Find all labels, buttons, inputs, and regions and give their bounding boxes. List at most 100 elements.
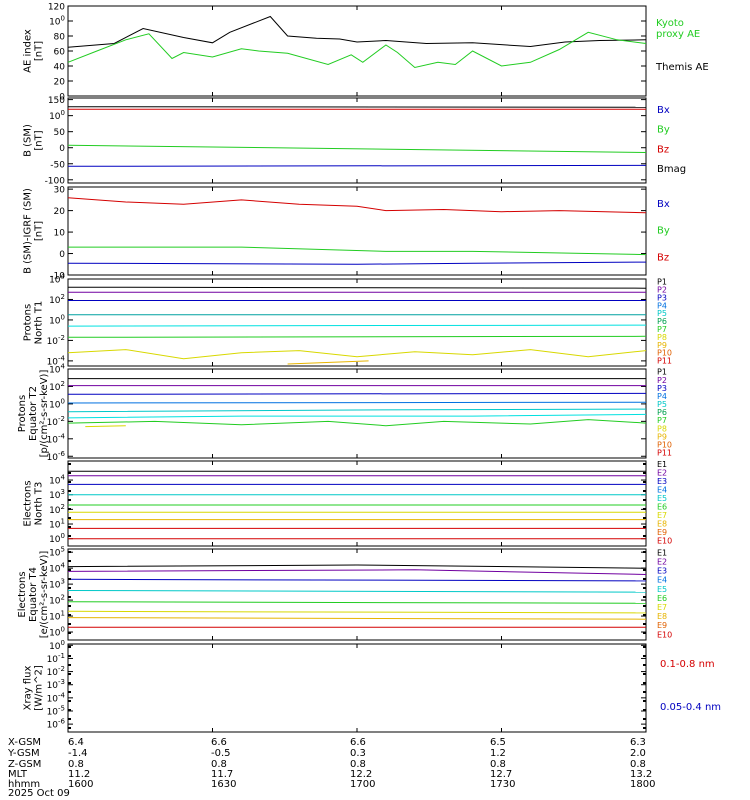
legend-entry: E4 <box>657 485 667 494</box>
legend-entry: E7 <box>657 603 667 612</box>
series-line-kyoto-proxy-ae <box>67 31 647 69</box>
series-line-p7 <box>67 419 647 427</box>
y-tick-label: 100 <box>49 109 65 122</box>
y-tick-label: 100 <box>49 397 65 410</box>
y-axis-label: Electrons <box>23 480 34 526</box>
legend-entry: E9 <box>657 528 667 537</box>
legend-entry: P2 <box>657 285 667 294</box>
legend-entry: E3 <box>657 477 667 486</box>
legend-entry: P9 <box>657 341 667 350</box>
legend-entry: E4 <box>657 576 667 585</box>
y-axis-label: [nT] <box>34 221 45 241</box>
y-tick-label: 102 <box>49 380 65 393</box>
legend-entry: 0.05-0.4 nm <box>660 702 721 713</box>
series-line-bmag <box>67 106 647 108</box>
series-line-p6 <box>67 413 647 419</box>
series-line-themis-ae <box>67 15 647 48</box>
y-axis-label: Protons <box>17 395 28 432</box>
legend-entry: E2 <box>657 557 667 566</box>
y-tick-label: 0 <box>59 144 65 154</box>
legend-entry: P2 <box>657 376 667 385</box>
y-axis-label: [W/m^2] <box>34 665 45 711</box>
y-tick-label: 10-1 <box>47 652 65 665</box>
legend-entry: E10 <box>657 536 672 545</box>
series-line-p1 <box>67 286 647 289</box>
legend-entry: E10 <box>657 630 672 639</box>
legend-entry: E7 <box>657 511 667 520</box>
series-line-p4 <box>67 401 647 404</box>
series-line-p7 <box>67 335 647 338</box>
series-line-e7 <box>67 617 647 620</box>
legend-entry: E5 <box>657 585 667 594</box>
legend-entry: Themis AE <box>655 62 709 73</box>
series-line-e4 <box>67 590 647 593</box>
y-tick-label: -100 <box>45 176 66 186</box>
plot-frame <box>67 548 647 641</box>
plot-frame <box>67 186 647 276</box>
y-axis-label: Protons <box>23 304 34 341</box>
y-tick-label: -10 <box>50 272 65 282</box>
y-axis-label: Equator T4 <box>28 567 39 622</box>
legend-entry: Bmag <box>657 164 686 175</box>
y-tick-label: 100 <box>49 626 65 639</box>
plot-frame <box>67 97 647 184</box>
y-tick-label: 10 <box>54 229 66 239</box>
legend-entry: E1 <box>657 548 667 557</box>
series-line-p5 <box>67 408 647 413</box>
legend-entry: P11 <box>657 357 672 366</box>
legend-entry: P10 <box>657 440 672 449</box>
series-line-p8 <box>85 425 126 428</box>
legend-entry: Kyoto <box>656 18 684 29</box>
series-line-e5 <box>67 601 647 604</box>
legend-entry: P1 <box>657 278 667 287</box>
panel-bigrf: -10 0 10 20 30 B (SM)-IGRF (SM) [nT] Bx By Bz <box>23 186 670 282</box>
legend-entry: E2 <box>657 468 667 477</box>
legend-entry: proxy AE <box>656 29 700 40</box>
y-tick-label: 102 <box>49 503 65 516</box>
series-line-bx <box>67 261 647 265</box>
legend-entry: E3 <box>657 567 667 576</box>
legend-entry: E1 <box>657 460 667 469</box>
y-tick-label: 101 <box>49 518 65 531</box>
panel-electrons-t4: 100 101 102 103 104 105 Electrons Equator T4 [e/… <box>17 546 672 641</box>
legend-entry: P3 <box>657 293 667 302</box>
series-line-e3 <box>67 578 647 582</box>
y-tick-label: -50 <box>50 160 65 170</box>
legend-entry: P4 <box>657 392 667 401</box>
y-tick-label: 103 <box>49 488 65 501</box>
y-tick-label: 100 <box>49 532 65 545</box>
legend-entry: E5 <box>657 494 667 503</box>
y-axis-label: Electrons <box>17 571 28 617</box>
y-tick-label: 10-3 <box>47 678 65 691</box>
plot-frame <box>67 460 647 547</box>
y-tick-label: 100 <box>49 639 65 652</box>
y-tick-label: 101 <box>49 610 65 623</box>
y-tick-label: 105 <box>49 546 65 559</box>
legend-entry: P6 <box>657 408 667 417</box>
series-line-p9 <box>287 360 369 365</box>
y-axis-label: [p/(cm²-s-sr-keV)] <box>39 370 50 458</box>
legend-entry: P8 <box>657 333 667 342</box>
legend-entry: E9 <box>657 621 667 630</box>
y-axis-label: B (SM)-IGRF (SM) <box>23 188 34 274</box>
y-axis-label: [nT] <box>34 130 45 150</box>
legend-entry: P7 <box>657 416 667 425</box>
legend-entry: P3 <box>657 384 667 393</box>
y-axis-label: Equator T2 <box>28 386 39 441</box>
series-line-p3 <box>67 392 647 395</box>
series-line-by <box>68 246 647 256</box>
y-axis-label: AE index <box>23 29 34 73</box>
series-line-p6 <box>67 324 647 327</box>
series-line-bx <box>67 164 647 167</box>
y-axis-label: Xray flux <box>23 666 34 711</box>
y-tick-label: 80 <box>54 33 66 43</box>
panel-bsm: -100 -50 0 50 100 150 B (SM) [nT] Bx By Bz Bmag <box>23 96 687 186</box>
y-axis-label: [e/(cm²-s-sr-keV)] <box>39 551 50 639</box>
y-tick-label: 20 <box>54 207 66 217</box>
legend-entry: P11 <box>657 449 672 458</box>
series-line-e2 <box>67 569 647 575</box>
y-tick-label: 50 <box>54 128 66 138</box>
